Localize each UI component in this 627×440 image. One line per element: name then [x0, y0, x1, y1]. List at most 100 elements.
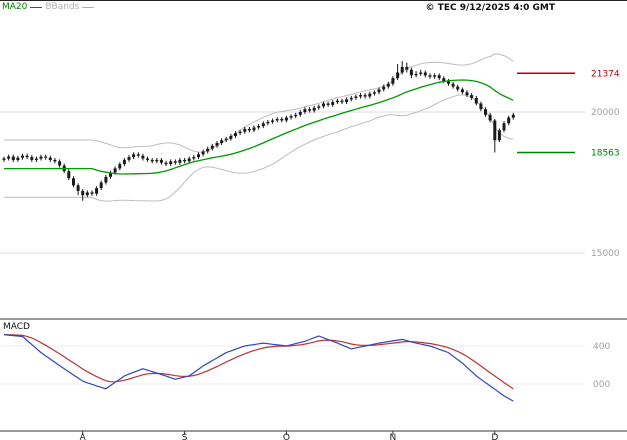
price-axis-label: 15000 — [591, 249, 620, 259]
candle-body — [109, 172, 112, 177]
candle-body — [317, 106, 321, 108]
candle-body — [122, 159, 126, 165]
candle-body — [7, 156, 11, 159]
price-panel: 20000 15000 21374 18563 — [0, 53, 620, 259]
candle-body — [493, 120, 497, 141]
price-axis-label: 20000 — [591, 108, 620, 118]
candle-body — [298, 112, 302, 115]
level-label: 21374 — [591, 69, 620, 79]
candle-body — [428, 75, 432, 77]
macd-panel: 400 000 — [0, 318, 627, 402]
candle-body — [118, 164, 122, 169]
candle-body — [164, 162, 168, 165]
candle-body — [511, 114, 515, 118]
candle-body — [197, 154, 200, 158]
bband-upper-line — [4, 53, 514, 153]
candle-body — [465, 92, 469, 96]
candle-body — [187, 158, 191, 162]
candle-body — [67, 171, 71, 179]
candle-body — [252, 127, 256, 131]
candle-body — [271, 120, 274, 122]
candle-body — [474, 97, 478, 104]
macd-signal-line — [3, 334, 514, 390]
candle-body — [326, 103, 330, 105]
candle-body — [257, 126, 261, 128]
candle-body — [460, 89, 464, 93]
candle-body — [382, 86, 386, 90]
macd-panel-label: MACD — [3, 322, 30, 332]
month-label: N — [390, 433, 397, 440]
candle-body — [21, 155, 24, 158]
candle-body — [229, 136, 233, 139]
level-label: 18563 — [591, 149, 620, 159]
candle-body — [354, 96, 358, 98]
candle-body — [201, 151, 205, 155]
candle-body — [419, 72, 423, 74]
candle-body — [2, 158, 6, 160]
candle-body — [243, 128, 247, 132]
month-label: D — [491, 433, 498, 440]
candle-body — [266, 121, 270, 124]
candle-body — [386, 83, 390, 87]
candle-body — [280, 119, 284, 121]
candle-body — [405, 66, 409, 70]
candle-body — [409, 69, 413, 76]
candle-body — [484, 109, 487, 115]
candle-body — [132, 154, 136, 158]
ma20-legend-label: MA20 — [2, 2, 28, 12]
candle-body — [377, 89, 381, 93]
candle-body — [81, 191, 85, 196]
candle-body — [391, 78, 395, 84]
candle-body — [192, 157, 196, 159]
candle-body — [414, 73, 418, 76]
candle-body — [183, 159, 187, 162]
ma20-line-swatch — [30, 6, 43, 8]
candle-body — [456, 86, 460, 90]
legend: MA20 BBands — [2, 2, 95, 12]
month-label: O — [283, 433, 290, 440]
candle-body — [206, 148, 210, 152]
candle-body — [322, 103, 325, 107]
candle-body — [247, 128, 251, 131]
candle-body — [275, 119, 279, 121]
candle-body — [39, 156, 43, 159]
candle-body — [99, 182, 103, 189]
candle-body — [238, 131, 242, 134]
candle-body — [340, 100, 344, 103]
candle-body — [220, 140, 224, 143]
candle-body — [224, 138, 228, 141]
candle-body — [113, 168, 117, 173]
macd-line — [3, 334, 514, 402]
month-label: A — [80, 433, 87, 440]
candle-body — [488, 114, 492, 121]
macd-axis-label: 400 — [593, 342, 610, 352]
candle-body — [349, 97, 353, 100]
candle-body — [451, 83, 455, 87]
candle-body — [507, 117, 511, 124]
candle-body — [210, 145, 214, 149]
candle-body — [44, 156, 48, 158]
candle-body — [308, 109, 312, 111]
candle-body — [234, 133, 237, 136]
candle-body — [159, 159, 163, 163]
candle-body — [11, 156, 15, 160]
candle-body — [58, 161, 62, 166]
candle-body — [173, 161, 177, 163]
candle-body — [76, 185, 80, 191]
candle-body — [155, 159, 159, 162]
candle-body — [433, 75, 437, 77]
candle-body — [497, 130, 501, 141]
candle-body — [25, 155, 29, 158]
candle-body — [16, 157, 20, 160]
candle-body — [90, 192, 94, 194]
candle-body — [150, 159, 154, 162]
candle-body — [284, 117, 288, 121]
candle-body — [141, 155, 145, 159]
candle-body — [400, 66, 404, 73]
candle-body — [470, 95, 474, 98]
candle-body — [303, 109, 307, 112]
candle-body — [331, 102, 335, 105]
candle-body — [146, 158, 149, 160]
candle-body — [72, 178, 75, 186]
